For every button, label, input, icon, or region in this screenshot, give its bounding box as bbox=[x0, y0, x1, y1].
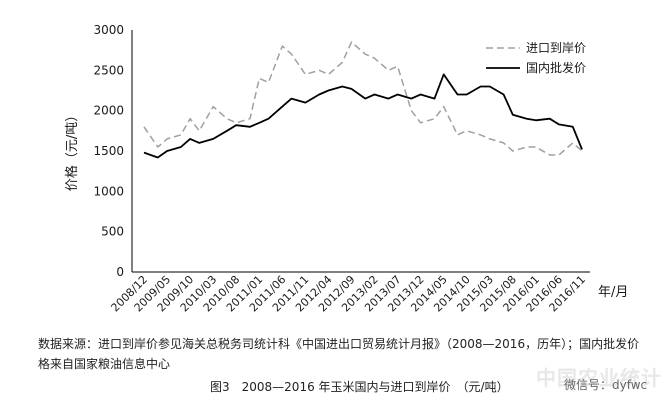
series-line-1 bbox=[143, 41, 583, 156]
series-line-2 bbox=[143, 73, 583, 159]
wechat-id: 微信号：dyfwc bbox=[564, 378, 648, 392]
y-tick-label: 1500 bbox=[93, 144, 124, 158]
x-axis-title: 年/月 bbox=[598, 285, 628, 300]
series-layer bbox=[143, 41, 583, 159]
y-axis-title: 价格（元/吨） bbox=[64, 109, 80, 191]
figure-caption: 图3 2008—2016 年玉米国内与进口到岸价 （元/吨） bbox=[210, 380, 509, 394]
data-source-note: 数据来源：进口到岸价参见海关总税务司统计科《中国进出口贸易统计月报》（2008—… bbox=[38, 337, 640, 371]
y-tick-label: 2500 bbox=[93, 63, 124, 77]
x-tick-labels: 2008/122009/052009/102010/032010/082011/… bbox=[109, 273, 589, 315]
y-tick-label: 1000 bbox=[93, 184, 124, 198]
y-tick-label: 3000 bbox=[93, 23, 124, 37]
y-tick-label: 500 bbox=[101, 225, 124, 239]
y-tick-labels: 0 500 1000 1500 2000 2500 3000 bbox=[93, 23, 124, 279]
y-tick-label: 0 bbox=[116, 265, 124, 279]
legend-label-1: 进口到岸价 bbox=[526, 41, 586, 55]
line-chart: 价格（元/吨） 0 500 1000 1500 2000 2500 3000 2008/12… bbox=[64, 23, 628, 315]
y-tick-label: 2000 bbox=[93, 104, 124, 118]
legend-label-2: 国内批发价 bbox=[526, 60, 586, 75]
watermark-text: 中国农业统计 bbox=[536, 366, 662, 390]
